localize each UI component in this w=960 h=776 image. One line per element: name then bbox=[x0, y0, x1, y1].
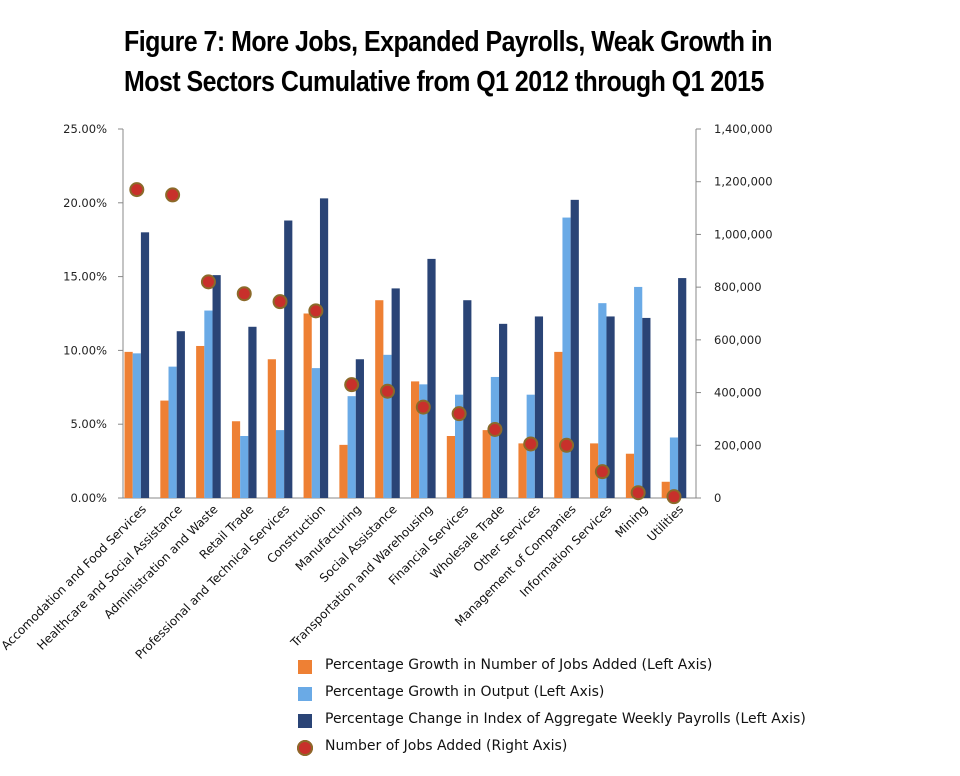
bar-output-growth bbox=[275, 430, 285, 498]
chart-title-line-1: Figure 7: More Jobs, Expanded Payrolls, … bbox=[124, 26, 772, 58]
bar-output-growth bbox=[490, 376, 500, 498]
right-axis-tick-label: 1,000,000 bbox=[714, 227, 773, 241]
point-jobs-added bbox=[236, 286, 252, 302]
bar-output-growth bbox=[240, 436, 249, 498]
bar-jobs-growth bbox=[124, 351, 133, 498]
bar-payroll-change bbox=[642, 317, 651, 498]
bar-jobs-growth bbox=[625, 453, 635, 498]
bar-payroll-change bbox=[499, 323, 508, 498]
left-axis-tick-label: 10.00% bbox=[63, 343, 107, 357]
x-axis-category-label: Accomodation and Food Services bbox=[0, 502, 149, 653]
bar-output-growth bbox=[132, 353, 141, 498]
bar-jobs-growth bbox=[482, 430, 491, 498]
point-jobs-added bbox=[415, 399, 431, 415]
point-jobs-added bbox=[200, 274, 216, 290]
point-jobs-added bbox=[379, 383, 395, 399]
bar-output-growth bbox=[634, 286, 643, 498]
bar-output-growth bbox=[669, 437, 679, 498]
right-axis-tick-label: 600,000 bbox=[714, 333, 762, 347]
point-jobs-added bbox=[559, 437, 575, 453]
bar-output-growth bbox=[311, 368, 320, 498]
left-axis-tick-label: 20.00% bbox=[63, 196, 107, 210]
bar-payroll-change bbox=[606, 316, 615, 498]
point-jobs-added bbox=[165, 187, 181, 203]
point-jobs-added bbox=[630, 485, 646, 501]
bar-payroll-change bbox=[570, 199, 579, 498]
right-axis-tick-label: 0 bbox=[714, 491, 721, 505]
bar-jobs-growth bbox=[590, 443, 599, 498]
legend-swatch-jobs-growth bbox=[298, 660, 312, 674]
legend-label-payroll-change: Percentage Change in Index of Aggregate … bbox=[325, 711, 806, 727]
right-axis-tick-label: 800,000 bbox=[714, 280, 762, 294]
bar-payroll-change bbox=[391, 288, 400, 498]
legend-swatch-payroll-change bbox=[298, 714, 312, 728]
bar-payroll-change bbox=[427, 258, 436, 498]
point-jobs-added bbox=[129, 182, 145, 198]
x-axis-category-label: Utilities bbox=[644, 502, 686, 544]
point-jobs-added bbox=[272, 294, 288, 310]
legend-swatch-output-growth bbox=[298, 687, 312, 701]
left-axis-tick-label: 0.00% bbox=[70, 491, 107, 505]
bar-jobs-growth bbox=[446, 436, 456, 498]
legend-marker-jobs-added bbox=[297, 740, 313, 756]
bar-payroll-change bbox=[284, 220, 293, 498]
legend-label-output-growth: Percentage Growth in Output (Left Axis) bbox=[325, 684, 605, 700]
bar-output-growth bbox=[383, 354, 392, 498]
bar-jobs-growth bbox=[303, 313, 312, 498]
bar-jobs-growth bbox=[554, 351, 563, 498]
bar-jobs-growth bbox=[196, 345, 205, 498]
right-axis-tick-label: 1,200,000 bbox=[714, 175, 773, 189]
bar-payroll-change bbox=[140, 232, 150, 498]
bar-jobs-growth bbox=[411, 381, 420, 498]
point-jobs-added bbox=[451, 406, 467, 422]
bar-output-growth bbox=[347, 396, 356, 498]
point-jobs-added bbox=[666, 489, 682, 505]
bar-payroll-change bbox=[463, 300, 472, 498]
legend-label-jobs-added: Number of Jobs Added (Right Axis) bbox=[325, 738, 568, 754]
bar-payroll-change bbox=[248, 326, 257, 498]
bar-output-growth bbox=[455, 394, 464, 498]
bar-output-growth bbox=[598, 303, 607, 498]
chart-title: Figure 7: More Jobs, Expanded Payrolls, … bbox=[124, 22, 772, 102]
bar-jobs-growth bbox=[661, 481, 670, 498]
left-axis-tick-label: 15.00% bbox=[63, 270, 107, 284]
bar-jobs-growth bbox=[231, 421, 241, 498]
right-axis-tick-label: 200,000 bbox=[714, 438, 762, 452]
point-jobs-added bbox=[523, 436, 539, 452]
right-axis-tick-label: 1,400,000 bbox=[714, 122, 773, 136]
bar-payroll-change bbox=[355, 359, 364, 498]
bar-output-growth bbox=[562, 217, 571, 498]
bar-payroll-change bbox=[678, 278, 687, 498]
bar-payroll-change bbox=[176, 331, 185, 498]
point-jobs-added bbox=[487, 421, 503, 437]
bar-payroll-change bbox=[534, 316, 544, 498]
bar-output-growth bbox=[419, 384, 428, 498]
right-axis-tick-label: 400,000 bbox=[714, 386, 762, 400]
chart-title-line-2: Most Sectors Cumulative from Q1 2012 thr… bbox=[124, 66, 764, 98]
point-jobs-added bbox=[344, 377, 360, 393]
legend-label-jobs-growth: Percentage Growth in Number of Jobs Adde… bbox=[325, 657, 713, 673]
bar-payroll-change bbox=[212, 275, 221, 498]
left-axis-tick-label: 5.00% bbox=[70, 417, 107, 431]
bar-jobs-growth bbox=[375, 300, 384, 498]
bar-jobs-growth bbox=[267, 359, 276, 498]
bar-output-growth bbox=[168, 366, 177, 498]
left-axis-tick-label: 25.00% bbox=[63, 122, 107, 136]
bar-jobs-growth bbox=[518, 443, 527, 498]
bar-jobs-growth bbox=[160, 400, 169, 498]
bar-output-growth bbox=[204, 310, 213, 498]
point-jobs-added bbox=[594, 464, 610, 480]
point-jobs-added bbox=[308, 303, 324, 319]
bar-jobs-growth bbox=[339, 444, 348, 498]
bar-payroll-change bbox=[319, 198, 329, 498]
